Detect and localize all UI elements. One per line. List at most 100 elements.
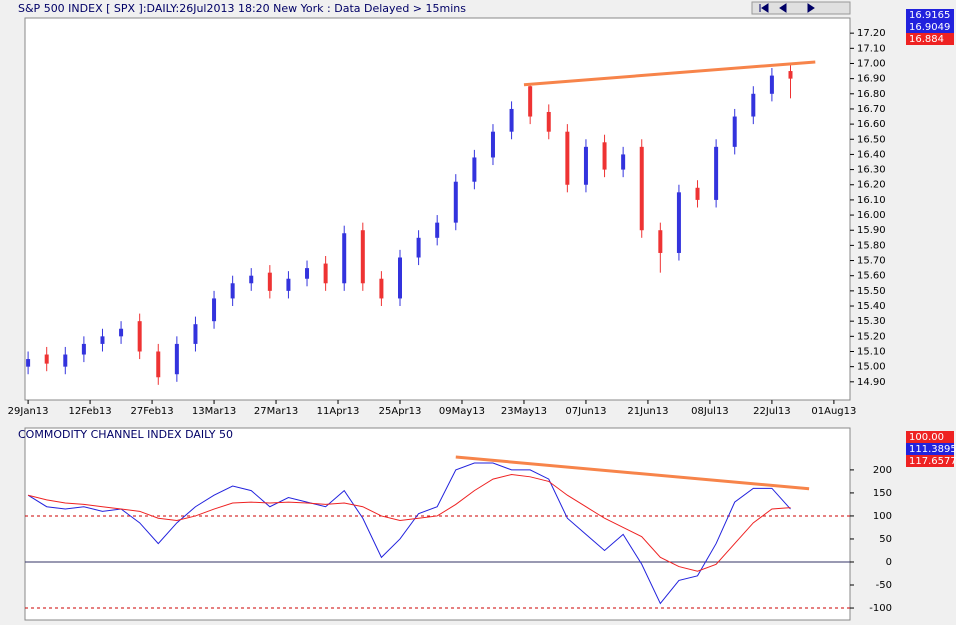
y-tick-label: -50: [876, 580, 892, 591]
price-panel: [24, 17, 851, 401]
y-tick-label: 15.90: [857, 225, 886, 236]
candle-body: [751, 93, 756, 117]
readout: 111.3895: [909, 444, 956, 455]
candle-body: [435, 222, 440, 238]
candle-body: [156, 351, 161, 378]
candle-body: [360, 230, 365, 284]
nav-bar[interactable]: [751, 1, 851, 15]
candle-body: [26, 359, 31, 367]
y-tick-label: 16.40: [857, 149, 886, 160]
candle-body: [193, 324, 198, 344]
candle-body: [174, 343, 179, 375]
readout: 100.00: [909, 432, 944, 443]
y-tick-label: 16.10: [857, 195, 886, 206]
cci-line: [27, 462, 791, 605]
y-tick-label: 0: [886, 557, 892, 568]
candle-body: [788, 71, 793, 79]
readout: 16.9165: [909, 10, 950, 21]
y-tick-label: 15.20: [857, 331, 886, 342]
readout: 16.884: [909, 34, 944, 45]
candle-body: [230, 283, 235, 299]
y-tick-label: 15.00: [857, 362, 886, 373]
candle-body: [342, 233, 347, 284]
nav-icons[interactable]: [759, 3, 815, 13]
candle-body: [81, 343, 86, 355]
trendline: [523, 60, 816, 87]
candle-body: [528, 86, 533, 117]
trendline: [455, 455, 810, 491]
candle-body: [249, 275, 254, 284]
x-tick-label: 22Jul13: [753, 406, 791, 417]
candle-body: [398, 257, 402, 299]
x-tick-label: 01Aug13: [811, 406, 856, 417]
y-tick-label: 15.60: [857, 271, 886, 282]
y-tick-label: 17.00: [857, 58, 886, 69]
price-title: S&P 500 INDEX [ SPX ]:DAILY:26Jul2013 18…: [18, 2, 466, 15]
candle-body: [621, 154, 626, 170]
candle-body: [416, 237, 421, 258]
candle-body: [602, 142, 607, 170]
y-tick-label: 50: [879, 534, 892, 545]
x-tick-label: 07Jun13: [565, 406, 606, 417]
y-tick-label: 15.40: [857, 301, 886, 312]
x-tick-label: 29Jan13: [8, 406, 49, 417]
x-tick-label: 09May13: [439, 406, 485, 417]
x-tick-label: 21Jun13: [627, 406, 668, 417]
candle-body: [267, 272, 272, 291]
readout-box: [906, 9, 954, 21]
candle-body: [472, 157, 477, 182]
y-tick-label: 16.60: [857, 119, 886, 130]
y-tick-label: 16.90: [857, 74, 886, 85]
readout-box: [906, 431, 954, 443]
y-tick-label: 150: [873, 488, 892, 499]
readout-box: [906, 443, 954, 455]
candle-body: [639, 146, 644, 231]
candle-body: [212, 298, 217, 322]
readout-box: [906, 33, 954, 45]
y-tick-label: 15.10: [857, 346, 886, 357]
candle-body: [119, 328, 124, 337]
candle-body: [323, 263, 328, 284]
y-tick-label: -100: [869, 603, 892, 614]
candle-body: [714, 146, 719, 200]
candle-body: [63, 354, 68, 367]
candle-body: [732, 116, 737, 147]
candle-body: [44, 354, 49, 364]
x-tick-label: 25Apr13: [379, 406, 422, 417]
y-tick-label: 16.70: [857, 104, 886, 115]
candle-body: [546, 111, 551, 132]
readout-box: [906, 455, 954, 467]
candle-body: [137, 321, 142, 352]
candle-body: [676, 192, 681, 253]
cci-line: [27, 473, 791, 572]
nav-buttons[interactable]: [751, 1, 851, 15]
candle-body: [379, 278, 384, 299]
y-tick-label: 16.50: [857, 134, 886, 145]
x-tick-label: 11Apr13: [317, 406, 360, 417]
y-tick-label: 100: [873, 511, 892, 522]
y-tick-label: 16.30: [857, 165, 886, 176]
readout: 117.6577: [909, 456, 956, 467]
y-tick-label: 200: [873, 465, 892, 476]
x-tick-label: 27Mar13: [254, 406, 298, 417]
candle-body: [453, 181, 458, 223]
candle-body: [305, 268, 310, 279]
candle-body: [286, 278, 291, 291]
y-tick-label: 17.10: [857, 43, 886, 54]
y-tick-label: 15.70: [857, 256, 886, 267]
candle-body: [658, 230, 663, 253]
y-tick-label: 15.50: [857, 286, 886, 297]
candle-body: [565, 131, 570, 185]
candle-body: [695, 187, 700, 200]
candle-body: [769, 75, 774, 94]
candle-body: [490, 131, 495, 158]
y-tick-label: 15.30: [857, 316, 886, 327]
y-tick-label: 16.20: [857, 180, 886, 191]
x-tick-label: 13Mar13: [192, 406, 236, 417]
candle-body: [100, 336, 105, 344]
y-tick-label: 14.90: [857, 377, 886, 388]
readout-box: [906, 21, 954, 33]
x-tick-label: 27Feb13: [130, 406, 173, 417]
readout: 16.9049: [909, 22, 950, 33]
